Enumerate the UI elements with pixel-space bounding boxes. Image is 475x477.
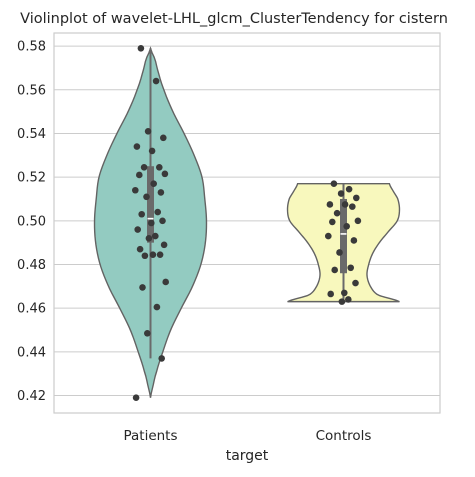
data-point <box>161 170 169 178</box>
data-point <box>336 249 343 256</box>
data-point <box>134 226 141 233</box>
data-point <box>354 217 362 225</box>
data-point <box>150 180 157 187</box>
y-tick-label: 0.58 <box>17 40 46 55</box>
data-point <box>133 143 141 150</box>
data-point <box>140 164 148 171</box>
data-points <box>132 44 362 402</box>
data-point <box>329 218 336 226</box>
data-point <box>157 189 165 196</box>
data-point <box>153 303 161 311</box>
data-point <box>160 134 167 142</box>
y-tick-label: 0.50 <box>17 214 46 229</box>
data-point <box>138 210 145 218</box>
data-point <box>152 77 160 85</box>
data-point <box>343 222 351 230</box>
data-point <box>331 266 339 274</box>
data-point <box>145 234 153 242</box>
data-point <box>152 232 159 240</box>
data-point <box>136 245 144 253</box>
data-point <box>337 190 345 197</box>
x-tick-label: Controls <box>316 428 372 444</box>
data-point <box>353 194 360 202</box>
data-point <box>347 264 355 272</box>
data-point <box>326 201 334 208</box>
x-tick-label: Patients <box>123 428 177 444</box>
data-point <box>333 209 341 217</box>
data-point <box>341 289 348 297</box>
data-point <box>330 180 338 187</box>
data-point <box>156 251 164 258</box>
data-point <box>136 171 143 179</box>
data-point <box>341 201 349 208</box>
data-point <box>162 278 169 286</box>
data-point <box>160 241 168 249</box>
data-point <box>325 232 332 240</box>
data-point <box>141 252 149 260</box>
plot-frame <box>53 32 441 414</box>
violin-iqr-box <box>147 166 154 243</box>
data-point <box>158 355 165 362</box>
data-point <box>132 394 140 402</box>
data-point <box>148 219 155 227</box>
data-point <box>144 127 152 135</box>
x-axis-label: target <box>226 448 269 464</box>
y-tick-label: 0.56 <box>17 83 46 98</box>
y-tick-label: 0.44 <box>17 345 46 360</box>
data-point <box>144 329 151 337</box>
violin-iqr-box <box>340 198 347 274</box>
data-point <box>137 44 145 52</box>
data-point <box>154 208 161 216</box>
y-tick-label: 0.54 <box>17 127 46 142</box>
y-tick-label: 0.42 <box>17 389 46 404</box>
y-tick-label: 0.48 <box>17 258 46 273</box>
y-axis-ticks: 0.42 0.44 0.46 0.48 0.50 0.52 0.54 0.56 0.58 <box>17 40 46 404</box>
y-tick-label: 0.46 <box>17 302 46 317</box>
data-point <box>159 217 166 225</box>
data-point <box>149 251 157 258</box>
data-point <box>350 237 358 244</box>
data-point <box>132 186 139 194</box>
data-point <box>139 284 146 291</box>
data-point <box>345 296 352 303</box>
data-point <box>143 193 150 201</box>
x-axis-ticks: Patients Controls <box>123 428 371 444</box>
chart-title: Violinplot of wavelet-LHL_glcm_ClusterTe… <box>20 11 448 27</box>
data-point <box>345 185 353 193</box>
data-point <box>327 290 335 298</box>
data-point <box>352 279 359 287</box>
data-point <box>156 164 163 171</box>
y-tick-label: 0.52 <box>17 171 46 186</box>
data-point <box>338 298 346 305</box>
data-point <box>148 147 156 155</box>
plot-area <box>53 32 441 414</box>
data-point <box>349 203 356 210</box>
